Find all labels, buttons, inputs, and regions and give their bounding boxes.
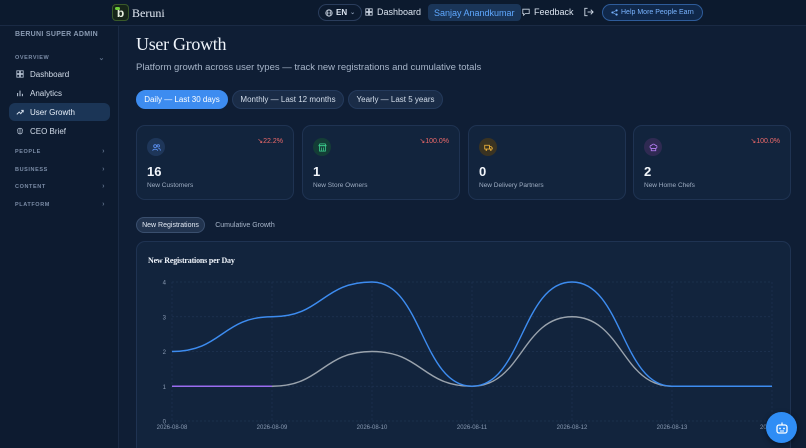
dashboard-icon [365,8,373,16]
chevron-right-icon: › [102,166,105,173]
user-name: Sanjay Anandkumar [434,7,515,18]
language-selector[interactable]: EN ⌄ [318,4,363,21]
x-tick-label: 2026-08-12 [557,425,588,431]
beruni-logo[interactable]: b [112,4,129,21]
top-dashboard-label: Dashboard [377,7,422,17]
sidebar-section-label: OVERVIEW [15,55,50,61]
message-icon [522,8,530,16]
sidebar-item-user-growth[interactable]: User Growth [9,103,110,121]
language-label: EN [336,8,348,17]
chevron-down-icon: ⌄ [350,10,356,16]
tab-daily[interactable]: Daily — Last 30 days [136,90,228,109]
share-icon [611,9,618,16]
card-value: 2 [644,164,652,179]
sidebar-section-content[interactable]: CONTENT › [15,183,105,190]
sidebar-role: BERUNI SUPER ADMIN [15,31,98,38]
change-badge: ↘100.0% [750,138,780,145]
y-tick-label: 0 [163,420,167,426]
chevron-right-icon: › [102,201,105,208]
sidebar-item-label: Dashboard [30,69,70,79]
x-tick-label: 2026-08-09 [257,425,288,431]
stat-card-new-store-owners: ↘100.0% 1 New Store Owners [302,125,460,200]
registrations-chart: 0 1 2 3 4 2026-08-08 2026-08-09 2026-08-10 2026-… [157,281,784,432]
sidebar: BERUNI SUPER ADMIN OVERVIEW ⌄ Dashboard … [0,26,119,448]
chef-hat-icon [644,138,662,156]
feedback-button[interactable]: Feedback [522,7,574,17]
bar-chart-icon [17,90,23,97]
card-label: New Customers [147,182,194,189]
x-tick-label: 2026-08-10 [357,425,388,431]
y-tick-label: 3 [163,315,167,321]
y-tick-label: 1 [163,385,167,391]
tab-cumulative-growth[interactable]: Cumulative Growth [215,221,275,229]
dashboard-icon [16,70,24,78]
series-line [171,281,772,387]
store-icon [313,138,331,156]
assistant-bot-button[interactable] [766,412,797,443]
sidebar-item-label: CEO Brief [30,126,67,136]
tab-monthly[interactable]: Monthly — Last 12 months [232,90,344,109]
sidebar-section-business[interactable]: BUSINESS › [15,166,105,173]
brand-name: Beruni [132,6,165,20]
card-label: New Delivery Partners [479,182,544,189]
truck-icon [479,138,497,156]
chart-title: New Registrations per Day [148,256,235,265]
sidebar-section-label: CONTENT [15,184,46,190]
chevron-right-icon: › [102,183,105,190]
globe-icon [325,8,333,17]
sidebar-section-label: PEOPLE [15,149,41,155]
stat-card-new-customers: ↘22.2% 16 New Customers [136,125,294,200]
sidebar-item-analytics[interactable]: Analytics [9,84,110,102]
x-tick-label: 2026-08-11 [457,425,488,431]
sidebar-section-people[interactable]: PEOPLE › [15,148,105,155]
card-value: 1 [313,164,321,179]
users-icon [147,138,165,156]
feedback-label: Feedback [534,7,574,17]
tab-yearly[interactable]: Yearly — Last 5 years [348,90,443,109]
chart-panel [136,241,791,448]
card-value: 16 [147,164,162,179]
page-title: User Growth [136,34,227,54]
card-label: New Store Owners [313,182,368,189]
sidebar-section-label: BUSINESS [15,167,48,173]
stat-card-new-delivery-partners: 0 New Delivery Partners [468,125,626,200]
sidebar-item-label: User Growth [30,107,75,117]
sidebar-section-platform[interactable]: PLATFORM › [15,201,105,208]
card-value: 0 [479,164,487,179]
stat-card-new-home-chefs: ↘100.0% 2 New Home Chefs [633,125,791,200]
x-tick-label: 2026-08-08 [157,425,188,431]
card-label: New Home Chefs [644,182,695,189]
tab-new-registrations[interactable]: New Registrations [136,217,205,233]
brain-icon [17,127,23,135]
top-dashboard-link[interactable]: Dashboard [365,7,421,17]
x-tick-label: 2026-08-13 [657,425,688,431]
user-menu-button[interactable]: Sanjay Anandkumar [428,4,521,21]
trend-up-icon [16,109,24,115]
change-badge: ↘100.0% [419,138,449,145]
logout-icon[interactable] [583,6,594,18]
sidebar-item-label: Analytics [30,88,63,98]
change-badge: ↘22.2% [257,138,283,145]
sidebar-item-dashboard[interactable]: Dashboard [9,65,110,83]
y-tick-label: 2 [163,350,167,356]
y-tick-label: 4 [163,281,167,287]
help-label: Help More People Earn [621,9,694,16]
page-subtitle: Platform growth across user types — trac… [136,62,482,73]
bot-icon [775,422,788,434]
chevron-down-icon: ⌄ [98,55,105,62]
help-more-people-earn-button[interactable]: Help More People Earn [602,4,703,21]
chevron-right-icon: › [102,148,105,155]
sidebar-section-label: PLATFORM [15,202,50,208]
sidebar-section-overview[interactable]: OVERVIEW ⌄ [15,55,105,62]
sidebar-item-ceo-brief[interactable]: CEO Brief [9,122,110,140]
top-bar: b Beruni EN ⌄ Dashboard Sanjay Anandkuma… [0,0,806,26]
